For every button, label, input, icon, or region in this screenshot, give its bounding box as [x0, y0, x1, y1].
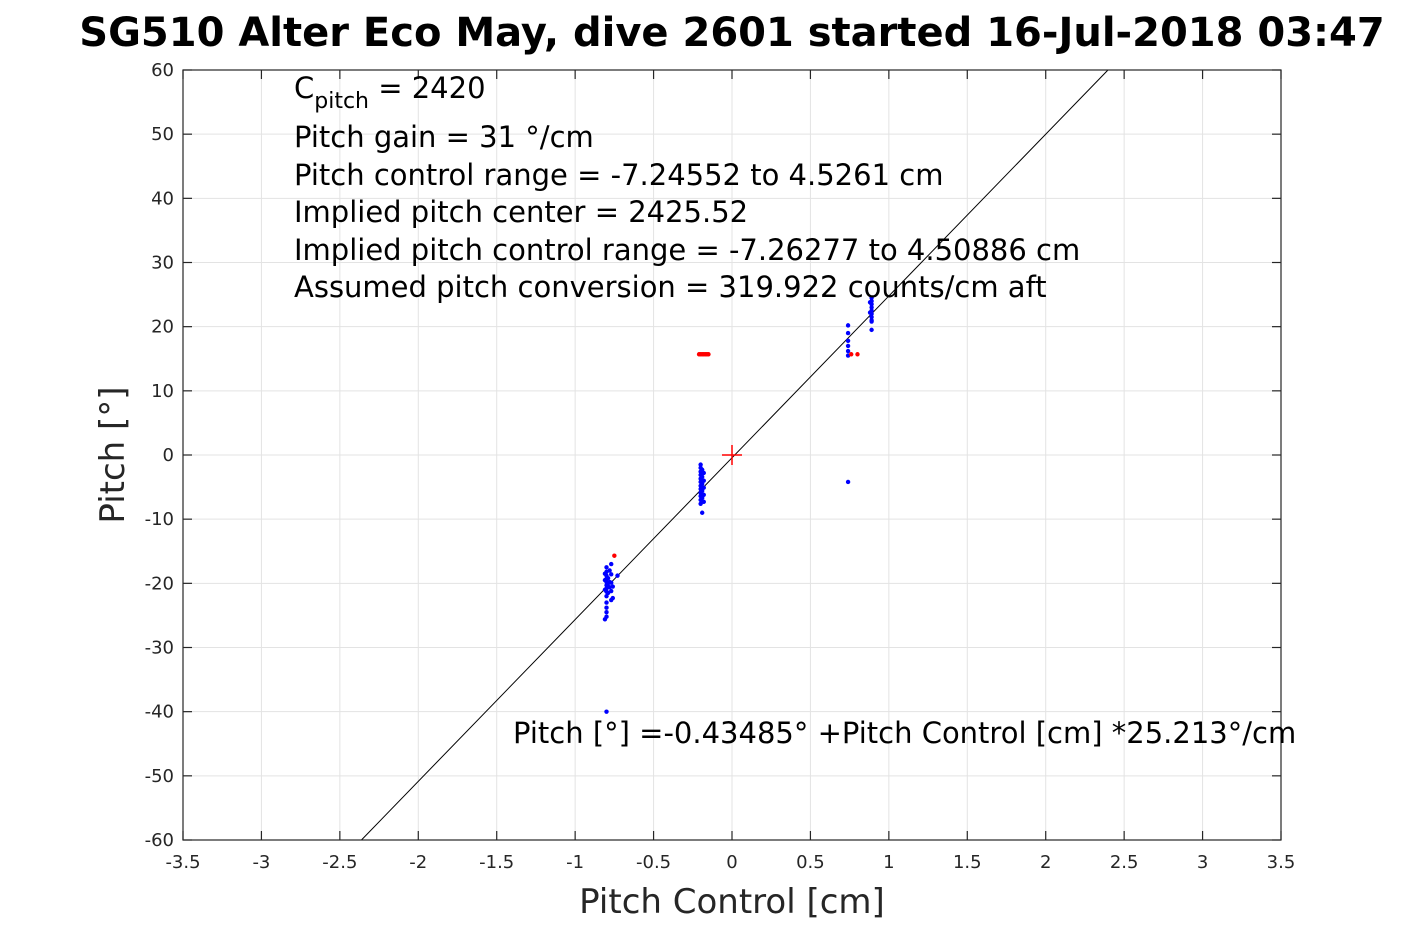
x-tick-label: 3.5 [1267, 852, 1296, 873]
data-point [607, 568, 612, 573]
y-tick-label: 40 [151, 188, 174, 209]
data-point [701, 470, 706, 476]
x-tick-label: 0.5 [796, 852, 825, 873]
annotation-c-pitch-value: = 2420 [369, 71, 486, 105]
annotation-c-pitch-prefix: C [294, 71, 314, 105]
data-point [706, 352, 711, 357]
y-tick-label: -50 [145, 766, 174, 787]
data-point [604, 610, 609, 615]
x-tick-label: 1 [883, 852, 894, 873]
y-tick-label: -10 [145, 509, 174, 530]
data-point [612, 553, 617, 558]
annotation-pitch-gain: Pitch gain = 31 °/cm [294, 120, 594, 154]
data-point [609, 580, 614, 585]
data-point [604, 709, 609, 714]
y-tick-label: -30 [145, 638, 174, 659]
y-tick-label: 30 [151, 253, 174, 274]
y-axis-label: Pitch [°] [93, 386, 133, 523]
data-point [849, 352, 854, 357]
annotation-c-pitch: Cpitch = 2420 [294, 71, 486, 114]
data-point [602, 617, 608, 622]
chart-title: SG510 Alter Eco May, dive 2601 started 1… [79, 10, 1384, 56]
y-tick-label: -60 [145, 830, 174, 851]
data-point [845, 479, 851, 485]
data-point [855, 352, 860, 357]
data-point [845, 338, 851, 343]
data-point [605, 576, 611, 581]
data-point [701, 478, 706, 483]
annotation-fit-equation: Pitch [°] =-0.43485° +Pitch Control [cm]… [513, 716, 1296, 750]
data-points [602, 295, 874, 714]
annotation-implied-pitch-control-range: Implied pitch control range = -7.26277 t… [294, 233, 1080, 267]
x-tick-label: 1.5 [953, 852, 982, 873]
x-axis-label: Pitch Control [cm] [579, 882, 885, 922]
data-point [615, 573, 620, 578]
y-tick-label: 10 [151, 381, 174, 402]
x-tick-label: -1.5 [479, 852, 514, 873]
data-point [867, 300, 873, 305]
data-point [610, 595, 615, 601]
x-tick-label: 2 [1040, 852, 1051, 873]
data-point [699, 474, 705, 480]
y-tick-label: 20 [151, 317, 174, 338]
data-point [701, 492, 706, 497]
x-tick-label: 3 [1197, 852, 1208, 873]
data-point [701, 499, 706, 505]
center-marker-group [722, 445, 742, 465]
axis-ticks: -3.5 -3 -2.5 -2 -1.5 -1 -0.5 0 0.5 1 1.5 2 2.5 3 3.5 -6… [145, 60, 1296, 873]
y-tick-label: 50 [151, 124, 174, 145]
data-point [845, 323, 851, 328]
data-point [602, 587, 608, 592]
data-point [610, 584, 615, 589]
data-point [698, 462, 703, 467]
x-tick-label: -3 [252, 852, 270, 873]
data-point [869, 314, 874, 320]
data-point [609, 588, 614, 594]
y-tick-label: 0 [163, 445, 174, 466]
data-point [701, 485, 706, 490]
data-point [604, 565, 609, 570]
data-point [869, 319, 874, 324]
x-tick-label: -0.5 [636, 852, 671, 873]
x-tick-label: 2.5 [1110, 852, 1139, 873]
x-tick-label: 0 [726, 852, 737, 873]
annotation-assumed-pitch-conversion: Assumed pitch conversion = 319.922 count… [294, 270, 1047, 304]
annotation-implied-pitch-center: Implied pitch center = 2425.52 [294, 195, 748, 229]
x-tick-label: -3.5 [165, 852, 200, 873]
data-point [604, 600, 609, 605]
x-tick-label: -1 [566, 852, 584, 873]
data-point [602, 571, 608, 576]
data-point [609, 572, 614, 577]
y-tick-label: -20 [145, 573, 174, 594]
data-point [845, 330, 851, 336]
y-tick-label: -40 [145, 702, 174, 723]
data-point [869, 295, 874, 300]
data-point [604, 605, 609, 610]
data-point [845, 343, 851, 349]
data-point [869, 327, 874, 333]
x-tick-label: -2.5 [322, 852, 357, 873]
data-point [867, 310, 873, 315]
x-tick-label: -2 [409, 852, 427, 873]
data-point [845, 348, 851, 354]
data-point [609, 561, 614, 567]
annotation-pitch-control-range: Pitch control range = -7.24552 to 4.5261… [294, 158, 943, 192]
data-point [869, 305, 874, 310]
annotation-c-pitch-subscript: pitch [314, 89, 369, 114]
y-tick-label: 60 [151, 60, 174, 81]
data-point [699, 510, 705, 515]
